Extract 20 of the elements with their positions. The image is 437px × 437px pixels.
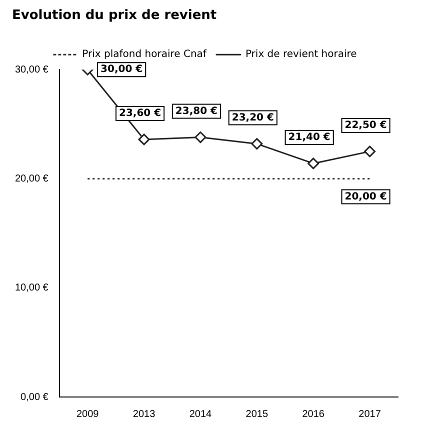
x-tick-label: 2016 bbox=[302, 408, 325, 420]
data-label: 22,50 € bbox=[344, 120, 387, 132]
data-label: 21,40 € bbox=[288, 132, 330, 144]
x-tick-label: 2015 bbox=[246, 408, 268, 420]
x-tick-label: 2013 bbox=[132, 408, 156, 420]
data-label: 23,60 € bbox=[118, 108, 162, 120]
data-label: 20,00 € bbox=[344, 191, 387, 202]
data-label: 23,20 € bbox=[232, 112, 274, 124]
x-tick-label: 2017 bbox=[358, 408, 382, 420]
y-tick-label: 30,00 € bbox=[14, 64, 49, 76]
y-tick-label: 20,00 € bbox=[14, 173, 49, 184]
legend-label: Prix plafond horaire Cnaf bbox=[82, 49, 207, 60]
data-label: 23,80 € bbox=[175, 106, 218, 117]
x-tick-label: 2009 bbox=[76, 408, 100, 420]
x-tick-label: 2014 bbox=[189, 408, 212, 420]
legend-label: Prix de revient horaire bbox=[245, 49, 357, 60]
chart-title: Evolution du prix de revient bbox=[12, 8, 217, 24]
data-label: 30,00 € bbox=[100, 64, 143, 76]
y-tick-label: 0,00 € bbox=[20, 392, 49, 403]
y-tick-label: 10,00 € bbox=[14, 282, 49, 294]
